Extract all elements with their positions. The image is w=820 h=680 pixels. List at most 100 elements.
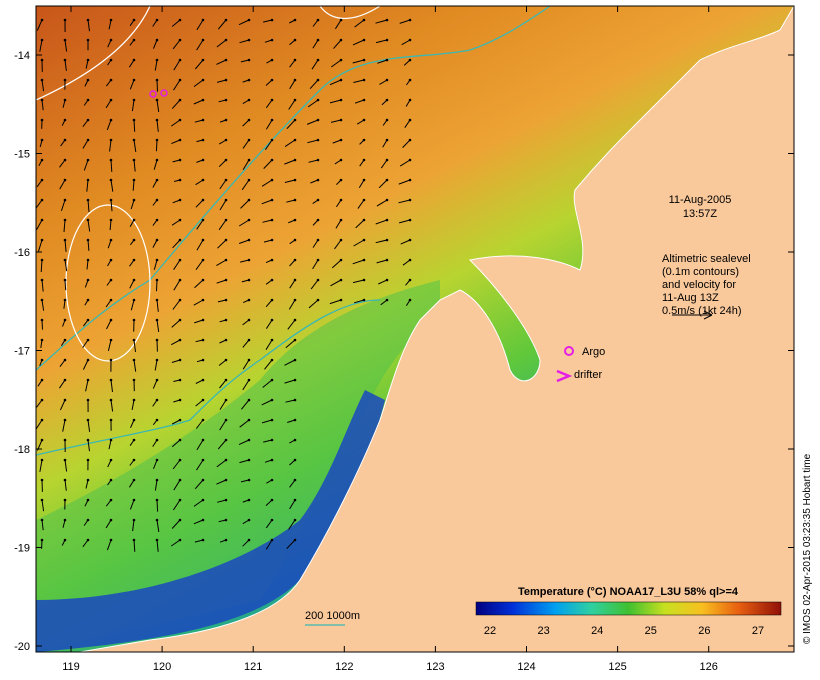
velocity-vector xyxy=(154,59,158,71)
velocity-vector-origin xyxy=(293,318,297,322)
velocity-vector xyxy=(399,159,411,167)
velocity-vector-origin xyxy=(408,138,412,142)
velocity-vector-origin xyxy=(339,138,343,142)
velocity-vector xyxy=(194,59,204,70)
velocity-vector xyxy=(194,539,204,543)
colorbar-tick-label: 22 xyxy=(484,625,496,637)
velocity-vector-origin xyxy=(132,538,136,542)
velocity-vector xyxy=(130,419,135,429)
plot-border xyxy=(35,5,795,653)
velocity-vector xyxy=(109,139,112,152)
velocity-vector xyxy=(156,99,160,112)
velocity-vector xyxy=(375,39,388,44)
velocity-vector-origin xyxy=(86,298,90,302)
velocity-vector-origin xyxy=(316,198,320,202)
velocity-vector xyxy=(82,139,89,149)
lat-tick-label: -16 xyxy=(14,247,30,259)
velocity-vector-origin xyxy=(293,438,297,442)
velocity-vector-origin xyxy=(339,258,343,262)
velocity-vector xyxy=(378,179,388,189)
velocity-vector-origin xyxy=(339,158,343,162)
velocity-vector-origin xyxy=(132,278,136,282)
velocity-vector xyxy=(312,259,319,270)
velocity-vector-origin xyxy=(109,198,113,202)
velocity-vector xyxy=(216,459,227,468)
velocity-vector-origin xyxy=(178,78,182,82)
velocity-vector xyxy=(156,539,159,552)
velocity-vector xyxy=(39,39,43,52)
velocity-vector-origin xyxy=(40,498,44,502)
velocity-vector-origin xyxy=(132,338,136,342)
velocity-vector xyxy=(84,279,89,288)
velocity-vector-origin xyxy=(408,218,412,222)
velocity-vector-origin xyxy=(86,38,90,42)
velocity-vector-origin xyxy=(385,298,389,302)
velocity-vector-origin xyxy=(155,458,159,462)
velocity-vector-origin xyxy=(132,298,136,302)
velocity-vector-origin xyxy=(109,118,113,122)
velocity-vector xyxy=(156,79,158,92)
lat-tick-label: -18 xyxy=(14,444,30,456)
velocity-vector-origin xyxy=(40,318,44,322)
velocity-vector-origin xyxy=(316,158,320,162)
velocity-vector-origin xyxy=(109,338,113,342)
velocity-vector-origin xyxy=(86,538,90,542)
velocity-vector xyxy=(242,359,250,370)
velocity-vector-origin xyxy=(201,498,205,502)
velocity-vector xyxy=(240,199,250,209)
velocity-vector xyxy=(85,479,89,489)
velocity-vector xyxy=(196,219,204,230)
velocity-vector-origin xyxy=(362,58,366,62)
velocity-vector xyxy=(129,279,135,289)
velocity-vector xyxy=(173,259,181,270)
velocity-vector xyxy=(131,99,135,112)
velocity-vector xyxy=(152,239,158,248)
velocity-vector-origin xyxy=(109,218,113,222)
velocity-vector-origin xyxy=(270,298,274,302)
velocity-vector-origin xyxy=(155,478,159,482)
velocity-vector-origin xyxy=(316,298,320,302)
velocity-vector xyxy=(85,379,89,392)
velocity-vector xyxy=(62,419,66,432)
velocity-vector-origin xyxy=(293,158,297,162)
velocity-vector xyxy=(110,159,113,172)
velocity-vector xyxy=(171,419,181,425)
velocity-vector-origin xyxy=(293,478,297,482)
velocity-vector xyxy=(265,319,273,329)
velocity-vector-origin xyxy=(86,258,90,262)
velocity-vector-origin xyxy=(40,58,44,62)
velocity-vector xyxy=(58,379,66,389)
velocity-vector-origin xyxy=(247,498,251,502)
velocity-vector xyxy=(59,179,66,190)
velocity-vector-origin xyxy=(293,298,297,302)
velocity-vector xyxy=(240,479,250,483)
velocity-vector-origin xyxy=(132,258,136,262)
velocity-vector xyxy=(130,199,135,210)
velocity-vector xyxy=(354,19,365,28)
velocity-vector xyxy=(110,179,114,192)
velocity-vector-origin xyxy=(247,338,251,342)
velocity-vector xyxy=(263,439,273,443)
velocity-vector-origin xyxy=(63,118,67,122)
velocity-vector-origin xyxy=(63,178,67,182)
velocity-vector-origin xyxy=(224,18,228,22)
velocity-vector-origin xyxy=(201,438,205,442)
velocity-vector-origin xyxy=(224,498,228,502)
velocity-vector-origin xyxy=(109,178,113,182)
velocity-vector-origin xyxy=(201,238,205,242)
colorbar-tick-label: 26 xyxy=(698,625,710,637)
velocity-vector xyxy=(216,259,227,267)
velocity-vector-origin xyxy=(408,278,412,282)
velocity-vector-origin xyxy=(224,98,228,102)
velocity-vector-origin xyxy=(86,118,90,122)
velocity-vector xyxy=(353,239,365,247)
velocity-vector-origin xyxy=(408,58,412,62)
velocity-vector-origin xyxy=(362,38,366,42)
velocity-vector-origin xyxy=(247,358,251,362)
velocity-vector-origin xyxy=(178,118,182,122)
velocity-vector-origin xyxy=(270,78,274,82)
velocity-vector xyxy=(217,19,227,30)
velocity-vector-origin xyxy=(201,18,205,22)
velocity-vector-origin xyxy=(293,138,297,142)
velocity-vector xyxy=(284,139,296,148)
